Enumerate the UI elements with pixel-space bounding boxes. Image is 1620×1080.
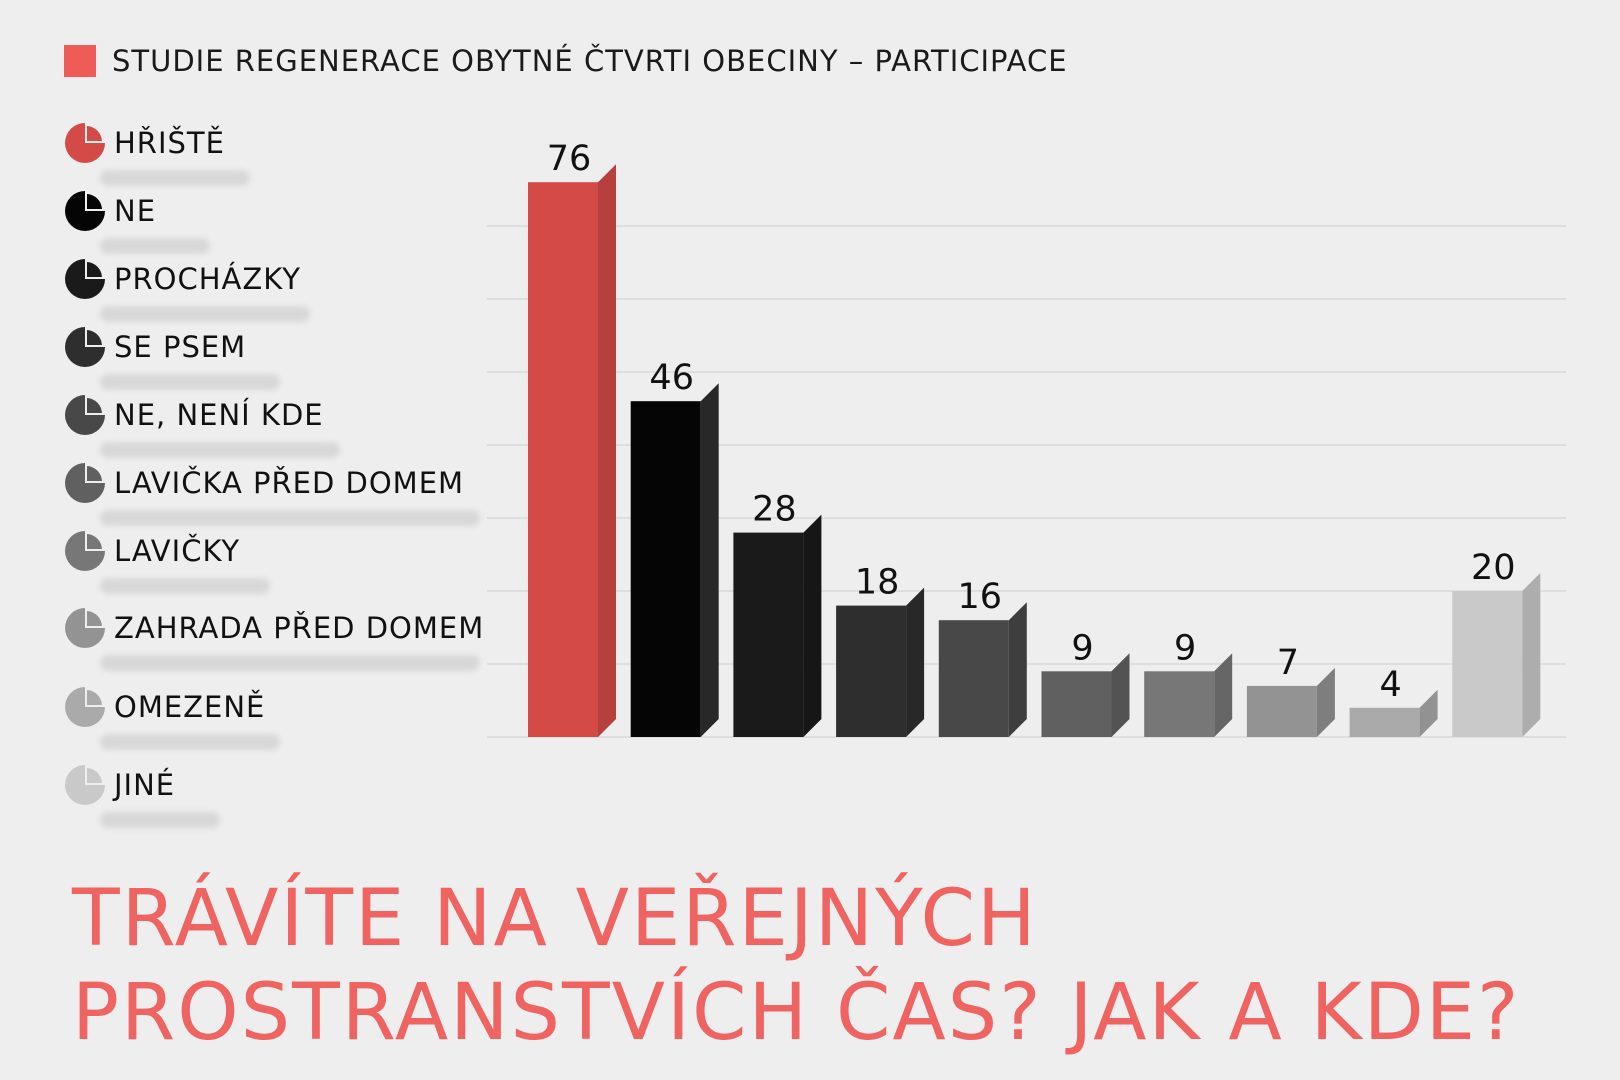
bar-7 <box>1144 653 1233 737</box>
legend-label: NE <box>114 194 157 228</box>
footer-title-line-1: TRÁVÍTE NA VEŘEJNÝCH <box>72 874 1038 964</box>
legend-item: NE <box>64 190 156 232</box>
bar-value-label: 28 <box>752 490 797 530</box>
bar-front <box>938 620 1009 737</box>
bar-front <box>836 605 907 737</box>
legend-blurred-sublabel <box>100 442 340 458</box>
pie-slice-icon <box>65 687 105 727</box>
pie-slice-icon <box>65 259 105 299</box>
footer-title-line-2: PROSTRANSTVÍCH ČAS? JAK A KDE? <box>72 968 1521 1058</box>
legend-label: NE, NENÍ KDE <box>114 398 324 432</box>
bar-value-label: 4 <box>1379 665 1401 705</box>
bar-side <box>1419 689 1438 737</box>
bar-side <box>1214 653 1233 737</box>
legend-item: LAVIČKA PŘED DOMEM <box>64 462 464 504</box>
legend-blurred-sublabel <box>100 170 250 186</box>
bar-front <box>528 182 598 737</box>
bar-value-label: 18 <box>855 563 900 603</box>
bar-value-label: 9 <box>1071 628 1093 668</box>
bar-front <box>1349 707 1420 737</box>
chart-legend: HŘIŠTĚ NE PROCHÁZKY SE PSEM NE, NENÍ KDE LAVI… <box>64 0 504 860</box>
bar-3 <box>733 514 822 737</box>
chart-header: STUDIE REGENERACE OBYTNÉ ČTVRTI OBECINY … <box>64 44 1068 78</box>
bar-6 <box>1041 653 1130 737</box>
bar-value-label: 9 <box>1174 628 1196 668</box>
legend-label: HŘIŠTĚ <box>114 126 225 160</box>
bar-front <box>1246 685 1317 737</box>
legend-item: PROCHÁZKY <box>64 258 301 300</box>
legend-blurred-sublabel <box>100 374 280 390</box>
legend-item: ZAHRADA PŘED DOMEM <box>64 607 484 649</box>
pie-slice-icon <box>65 191 105 231</box>
legend-item: HŘIŠTĚ <box>64 122 225 164</box>
legend-blurred-sublabel <box>100 734 280 750</box>
footer-question: TRÁVÍTE NA VEŘEJNÝCH PROSTRANSTVÍCH ČAS?… <box>72 872 1520 1060</box>
pie-slice-icon <box>65 531 105 571</box>
bar-front <box>630 401 701 737</box>
bar-side <box>906 587 925 737</box>
bar-4 <box>836 587 925 737</box>
legend-item: LAVIČKY <box>64 530 240 572</box>
legend-label: PROCHÁZKY <box>114 262 301 296</box>
legend-item: SE PSEM <box>64 326 246 368</box>
legend-blurred-sublabel <box>100 578 270 594</box>
bar-side <box>1316 667 1335 737</box>
bar-side <box>1008 602 1027 737</box>
bar-side <box>1522 573 1541 737</box>
pie-slice-icon <box>65 327 105 367</box>
bar-value-label: 7 <box>1277 643 1299 683</box>
legend-label: JINÉ <box>114 768 176 802</box>
pie-slice-icon <box>65 765 105 805</box>
legend-blurred-sublabel <box>100 306 310 322</box>
bar-2 <box>630 383 719 737</box>
bar-value-label: 46 <box>649 358 694 398</box>
pie-slice-icon <box>65 395 105 435</box>
bar-front <box>1144 671 1215 737</box>
legend-blurred-sublabel <box>100 238 210 254</box>
header-title: STUDIE REGENERACE OBYTNÉ ČTVRTI OBECINY … <box>112 44 1068 78</box>
legend-item: NE, NENÍ KDE <box>64 394 324 436</box>
header-color-swatch <box>64 45 96 77</box>
legend-label: SE PSEM <box>114 330 247 364</box>
bar-side <box>803 514 822 737</box>
legend-label: ZAHRADA PŘED DOMEM <box>114 611 485 645</box>
bar-value-label: 76 <box>547 139 592 179</box>
bar-10 <box>1452 573 1541 737</box>
bar-1 <box>528 164 616 737</box>
bar-side <box>598 164 616 737</box>
legend-blurred-sublabel <box>100 510 480 526</box>
bar-front <box>1452 591 1523 737</box>
bar-9 <box>1349 689 1438 737</box>
pie-slice-icon <box>65 123 105 163</box>
legend-item: OMEZENĚ <box>64 686 265 728</box>
legend-blurred-sublabel <box>100 812 220 828</box>
legend-label: LAVIČKA PŘED DOMEM <box>114 466 465 500</box>
bar-value-label: 20 <box>1471 548 1516 588</box>
bar-front <box>733 532 804 737</box>
bar-5 <box>938 602 1027 737</box>
legend-blurred-sublabel <box>100 655 480 671</box>
bar-8 <box>1246 667 1335 737</box>
bar-side <box>1111 653 1130 737</box>
bar-front <box>1041 671 1112 737</box>
legend-label: OMEZENĚ <box>114 690 266 724</box>
pie-slice-icon <box>65 463 105 503</box>
bar-value-label: 16 <box>958 577 1003 617</box>
legend-label: LAVIČKY <box>114 534 241 568</box>
pie-slice-icon <box>65 608 105 648</box>
legend-item: JINÉ <box>64 764 175 806</box>
bar-side <box>700 383 719 737</box>
